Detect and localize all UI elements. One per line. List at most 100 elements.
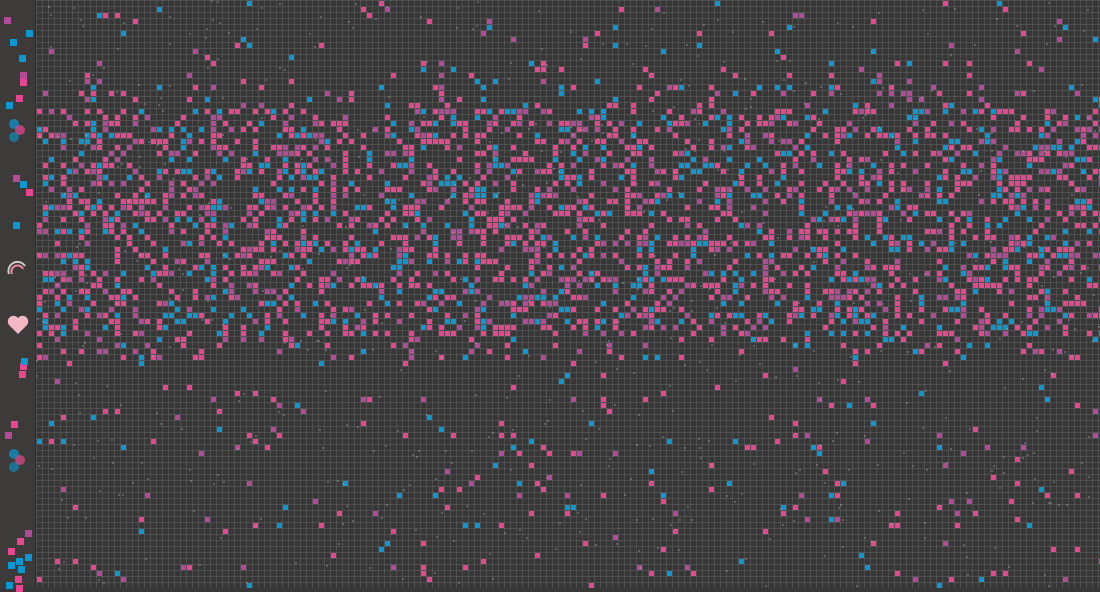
- speckle: [734, 501, 736, 503]
- square: [115, 247, 120, 252]
- square: [691, 283, 696, 288]
- speckle: [910, 300, 912, 302]
- speckle: [680, 79, 682, 81]
- square: [973, 427, 978, 432]
- speckle: [80, 19, 82, 21]
- square: [529, 205, 534, 210]
- speckle: [632, 153, 634, 155]
- square: [739, 559, 744, 564]
- square: [697, 235, 702, 240]
- square: [373, 331, 378, 336]
- square: [763, 283, 768, 288]
- square: [889, 181, 894, 186]
- square: [529, 301, 534, 306]
- square: [721, 193, 726, 198]
- square: [1051, 145, 1056, 150]
- square: [949, 283, 954, 288]
- square: [1009, 289, 1014, 294]
- square: [445, 505, 450, 510]
- square: [49, 331, 54, 336]
- square: [145, 235, 150, 240]
- square: [973, 289, 978, 294]
- square: [373, 253, 378, 258]
- square: [1063, 325, 1068, 330]
- square: [91, 133, 96, 138]
- speckle: [882, 303, 884, 305]
- square: [295, 163, 300, 168]
- square: [1051, 253, 1056, 258]
- square: [571, 451, 576, 456]
- square: [787, 121, 792, 126]
- square: [775, 49, 780, 54]
- square: [709, 271, 714, 276]
- square: [61, 277, 66, 282]
- square: [565, 229, 570, 234]
- square: [211, 115, 216, 120]
- square: [943, 295, 948, 300]
- speckle: [164, 163, 166, 165]
- square: [331, 355, 336, 360]
- square: [733, 439, 738, 444]
- square: [871, 241, 876, 246]
- square: [475, 265, 480, 270]
- square: [475, 115, 480, 120]
- square: [205, 277, 210, 282]
- square: [709, 163, 714, 168]
- square: [343, 115, 348, 120]
- square: [229, 295, 234, 300]
- square: [1027, 259, 1032, 264]
- square: [157, 301, 162, 306]
- square: [745, 133, 750, 138]
- square: [745, 241, 750, 246]
- square: [703, 283, 708, 288]
- square: [409, 355, 414, 360]
- square: [295, 211, 300, 216]
- square: [85, 241, 90, 246]
- square: [235, 43, 240, 48]
- speckle: [853, 302, 855, 304]
- speckle: [762, 21, 764, 23]
- speckle: [302, 225, 304, 227]
- square: [841, 277, 846, 282]
- square: [115, 277, 120, 282]
- square: [397, 139, 402, 144]
- speckle: [498, 192, 500, 194]
- square: [649, 241, 654, 246]
- square: [367, 283, 372, 288]
- speckle: [994, 547, 996, 549]
- square: [469, 217, 474, 222]
- square: [121, 151, 126, 156]
- square: [73, 559, 78, 564]
- square: [781, 139, 786, 144]
- square: [241, 271, 246, 276]
- square: [91, 85, 96, 90]
- square: [859, 199, 864, 204]
- square: [565, 205, 570, 210]
- square: [835, 217, 840, 222]
- square: [433, 121, 438, 126]
- speckle: [279, 250, 281, 252]
- speckle: [541, 48, 543, 50]
- square: [955, 151, 960, 156]
- square: [715, 313, 720, 318]
- speckle: [85, 207, 87, 209]
- speckle: [636, 183, 638, 185]
- speckle: [454, 184, 456, 186]
- square: [523, 307, 528, 312]
- speckle: [691, 519, 693, 521]
- square: [625, 241, 630, 246]
- square: [781, 55, 786, 60]
- speckle: [608, 340, 610, 342]
- square: [217, 331, 222, 336]
- square: [1057, 139, 1062, 144]
- square: [643, 277, 648, 282]
- square: [649, 73, 654, 78]
- square: [949, 577, 954, 582]
- square: [85, 229, 90, 234]
- speckle: [426, 61, 428, 63]
- square: [1045, 247, 1050, 252]
- square: [331, 319, 336, 324]
- square: [853, 127, 858, 132]
- square: [145, 199, 150, 204]
- speckle: [1033, 452, 1035, 454]
